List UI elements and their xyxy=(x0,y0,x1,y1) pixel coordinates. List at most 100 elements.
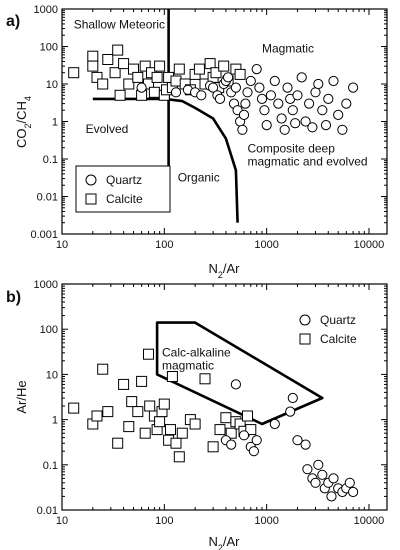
calcite-point xyxy=(91,71,103,83)
calcite-point xyxy=(193,63,205,75)
calcite-point xyxy=(87,60,99,72)
y-tick-label: 100 xyxy=(40,324,58,336)
calcite-point xyxy=(154,60,166,72)
quartz-point xyxy=(313,78,324,90)
calcite-point xyxy=(68,402,80,414)
calcite-point xyxy=(210,67,222,79)
quartz-point xyxy=(237,124,248,135)
quartz-point xyxy=(328,75,339,87)
quartz-point xyxy=(333,109,344,121)
quartz-point xyxy=(170,87,182,98)
panel-label-a: a) xyxy=(6,13,20,30)
quartz-point xyxy=(287,105,298,116)
quartz-point xyxy=(214,93,226,105)
y-tick-label: 100 xyxy=(40,42,58,54)
calcite-point xyxy=(144,400,156,412)
calcite-point xyxy=(148,86,160,98)
x-tick-label: 10000 xyxy=(354,515,385,527)
legend-calcite-label-b: Calcite xyxy=(320,332,357,346)
quartz-point xyxy=(240,98,251,109)
calcite-point xyxy=(126,396,138,408)
region-label: Composite deep magmatic and evolved xyxy=(248,141,368,168)
y-tick-label: 0.01 xyxy=(37,192,58,204)
panel-b: b) Calc-alkaline magmatic 10 100 1000 10000 0… xyxy=(6,279,388,550)
quartz-point xyxy=(265,90,276,101)
quartz-point xyxy=(287,392,298,404)
calcite-point xyxy=(170,75,182,87)
ticks-a: 10 100 1000 10000 0.001 0.01 0.1 1 10 100 1000 xyxy=(30,4,387,251)
quartz-point xyxy=(254,82,265,93)
y-tick-label: 0.01 xyxy=(37,505,58,517)
quartz-point xyxy=(323,93,334,105)
calcite-point xyxy=(132,71,144,83)
y-tick-label: 1000 xyxy=(34,4,58,16)
y-axis-label-a: CO2/CH4 xyxy=(14,96,33,148)
calcite-point xyxy=(112,44,124,56)
x-tick-label: 100 xyxy=(155,515,173,527)
region-label: Magmatic xyxy=(262,41,314,55)
quartz-point xyxy=(269,418,280,430)
calcite-point xyxy=(204,58,216,70)
calcite-point xyxy=(123,421,135,433)
y-tick-label: 0.001 xyxy=(30,229,58,241)
quartz-point xyxy=(296,72,307,83)
calcite-point xyxy=(166,371,178,382)
calcite-point xyxy=(102,406,114,418)
calcite-point xyxy=(207,441,219,453)
legend-calcite-symbol-a xyxy=(85,193,97,205)
region-label: Calc-alkaline magmatic xyxy=(162,345,231,372)
calcite-point xyxy=(87,50,99,62)
quartz-point xyxy=(300,116,311,127)
y-tick-label: 1000 xyxy=(34,279,58,291)
field-boundary-0 xyxy=(155,321,324,426)
quartz-point xyxy=(313,459,324,470)
x-tick-label: 10 xyxy=(56,515,68,527)
quartz-point xyxy=(328,473,339,484)
calcite-point xyxy=(102,54,114,65)
quartz-point xyxy=(269,75,280,87)
legend-calcite-symbol-b xyxy=(299,333,311,345)
quartz-point xyxy=(320,120,332,131)
legend-quartz-symbol-b xyxy=(299,314,311,326)
quartz-point xyxy=(208,82,219,93)
quartz-point xyxy=(337,124,348,135)
legend-quartz-label-b: Quartz xyxy=(320,313,356,327)
y-tick-label: 10 xyxy=(46,369,58,381)
quartz-point xyxy=(256,93,268,105)
calcite-point xyxy=(132,406,144,418)
region-labels-b: Calc-alkaline magmatic xyxy=(162,345,231,372)
quartz-point xyxy=(326,491,337,502)
x-tick-label: 10000 xyxy=(354,239,385,251)
calcite-point xyxy=(136,375,148,387)
quartz-point xyxy=(300,439,311,450)
calcite-point xyxy=(123,78,135,90)
x-axis-label-a: N2/Ar xyxy=(208,261,240,280)
legend-quartz-symbol-a xyxy=(85,174,97,186)
quartz-point xyxy=(290,118,301,129)
calcite-point xyxy=(118,58,130,70)
quartz-point xyxy=(276,113,287,124)
calcite-point xyxy=(158,398,170,410)
quartz-point xyxy=(317,105,328,116)
calcite-point xyxy=(154,416,166,428)
calcite-point xyxy=(139,60,151,72)
quartz-point xyxy=(282,82,293,93)
calcite-point xyxy=(218,60,230,72)
calcite-point xyxy=(165,424,176,436)
x-tick-label: 1000 xyxy=(254,239,278,251)
calcite-point xyxy=(173,451,185,463)
calcite-point xyxy=(139,427,151,439)
quartz-point xyxy=(273,98,284,109)
panel-a: a) Shallow Meteoric Magmatic Evolved Organi… xyxy=(6,4,388,280)
quartz-point xyxy=(136,82,147,93)
calcite-point xyxy=(199,373,211,385)
quartz-point xyxy=(251,64,262,75)
calcite-point xyxy=(143,348,154,360)
calcite-point xyxy=(97,363,109,375)
region-label: Shallow Meteoric xyxy=(74,18,165,32)
calcite-point xyxy=(118,378,130,390)
legend-a: Quartz Calcite xyxy=(75,165,171,213)
calcite-point xyxy=(109,67,121,79)
quartz-point xyxy=(279,124,290,135)
quartz-point xyxy=(196,90,207,101)
